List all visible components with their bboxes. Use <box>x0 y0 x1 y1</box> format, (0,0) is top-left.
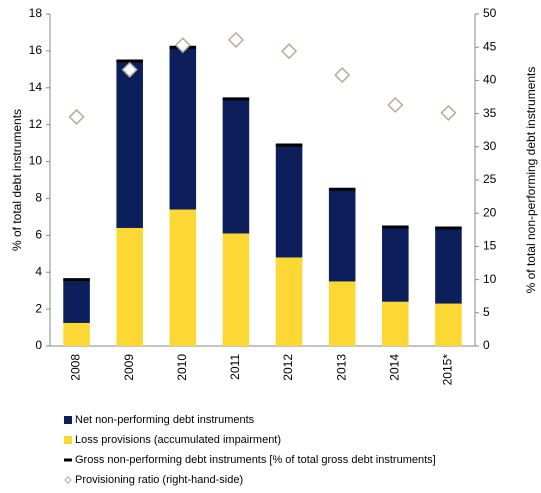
y2-tick-label: 45 <box>483 39 497 53</box>
y-tick-label: 10 <box>29 154 43 168</box>
y2-tick-label: 10 <box>483 272 497 286</box>
x-tick-label: 2014 <box>387 354 401 381</box>
bar <box>63 322 90 346</box>
legend-swatch <box>64 476 72 484</box>
legend-label: Net non-performing debt instruments <box>75 414 255 426</box>
legend-label: Gross non-performing debt instruments [%… <box>75 454 436 466</box>
diamond-marker <box>281 43 298 60</box>
x-tick-label: 2010 <box>175 354 189 381</box>
legend-swatch <box>64 436 72 444</box>
x-tick-label: 2013 <box>334 354 348 381</box>
bar <box>435 227 462 304</box>
x-tick-label: 2011 <box>228 354 242 380</box>
bar <box>169 209 197 346</box>
bar <box>435 303 462 346</box>
y2-axis-label: % of total non-performing debt instrumen… <box>524 67 538 294</box>
y2-tick-label: 0 <box>483 338 490 352</box>
diamond-marker <box>387 96 404 114</box>
diamond-marker <box>227 31 244 48</box>
y-tick-label: 16 <box>29 43 43 57</box>
diamond-marker <box>68 108 85 125</box>
legend: Net non-performing debt instruments Loss … <box>64 414 436 486</box>
x-tick-label: 2009 <box>122 354 136 381</box>
bar <box>328 281 356 346</box>
bar <box>63 279 90 323</box>
y-tick-label: 6 <box>35 228 42 242</box>
x-tick-label: 2015* <box>441 354 455 386</box>
y-tick-label: 8 <box>35 191 42 205</box>
bar <box>275 257 303 346</box>
diamond-marker <box>174 37 191 54</box>
x-tick-label: 2012 <box>281 354 295 381</box>
y-tick-label: 0 <box>35 338 42 352</box>
y-axis-label: % of total debt instruments <box>10 109 24 251</box>
legend-label: Provisioning ratio (right-hand-side) <box>75 474 243 486</box>
y-tick-label: 12 <box>29 117 43 131</box>
diamond-marker <box>440 104 457 121</box>
legend-label: Loss provisions (accumulated impairment) <box>75 434 281 446</box>
bar <box>328 189 356 282</box>
y2-tick-label: 50 <box>483 6 497 20</box>
y2-tick-label: 20 <box>483 205 497 219</box>
y2-tick-label: 40 <box>483 73 497 87</box>
y2-tick-label: 35 <box>483 106 497 120</box>
y2-tick-label: 25 <box>483 172 497 186</box>
bar <box>222 233 250 346</box>
x-tick-label: 2008 <box>69 354 83 381</box>
legend-swatch <box>64 416 72 424</box>
bar <box>169 47 197 210</box>
bar <box>382 301 409 346</box>
y-tick-label: 4 <box>35 264 42 278</box>
bar <box>275 144 303 258</box>
y-tick-label: 18 <box>29 6 43 20</box>
diamond-marker <box>334 67 351 84</box>
bar <box>222 98 250 234</box>
y-tick-label: 14 <box>29 80 43 94</box>
y2-tick-label: 30 <box>483 139 497 153</box>
y2-tick-label: 15 <box>483 239 497 253</box>
y2-tick-label: 5 <box>483 305 490 319</box>
bar <box>116 61 143 228</box>
y-tick-label: 2 <box>35 301 42 315</box>
diamond-marker <box>121 61 138 78</box>
bar <box>382 227 409 302</box>
bar <box>116 227 143 346</box>
